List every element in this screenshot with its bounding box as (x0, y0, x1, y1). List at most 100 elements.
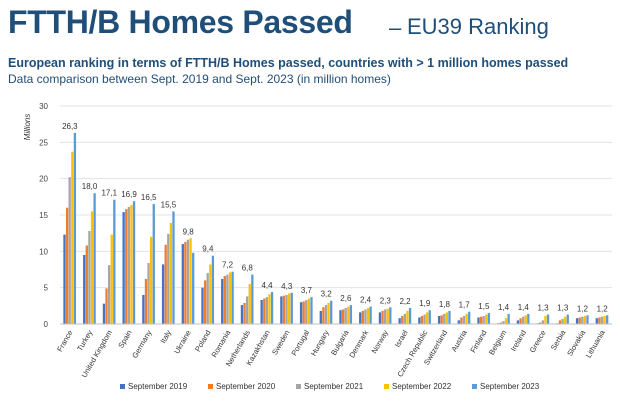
bar (381, 310, 384, 324)
legend-label: September 2022 (392, 382, 452, 391)
data-label: 15,5 (161, 200, 177, 209)
bar (324, 305, 328, 324)
data-label: 3,2 (321, 290, 333, 299)
bar (586, 315, 589, 324)
x-tick-label: Hungary (309, 328, 331, 357)
bar (448, 310, 451, 324)
bar (192, 252, 195, 324)
bar (88, 230, 91, 324)
bar (558, 320, 562, 324)
bar (150, 236, 153, 324)
bar (172, 211, 175, 324)
data-labels: 26,3 18,017,1 16,9 16,5 15,5 9,8 9,4 7,2 6,8 4,4 4… (62, 122, 608, 313)
y-tick-label: 25 (39, 138, 48, 147)
bar (305, 300, 308, 324)
bar (110, 234, 113, 324)
bar (231, 271, 234, 324)
legend-item: September 2022 (384, 382, 452, 391)
bar (361, 310, 364, 324)
bar (383, 309, 387, 324)
bar (330, 300, 333, 324)
bar (437, 316, 441, 324)
bar (260, 300, 263, 324)
data-label: 6,8 (242, 264, 254, 273)
bar (401, 316, 404, 324)
bar (418, 317, 421, 324)
bar (164, 244, 167, 324)
bar (65, 207, 69, 324)
bar (527, 313, 530, 324)
bar (460, 317, 463, 324)
legend-item: September 2021 (296, 382, 364, 391)
data-label: 16,9 (121, 190, 137, 199)
bar (600, 316, 604, 324)
bar (107, 265, 111, 324)
bar (85, 245, 88, 324)
bar (169, 222, 173, 324)
bar (364, 309, 367, 324)
y-tick-label: 5 (44, 284, 49, 293)
x-tick-label: Ireland (509, 329, 528, 353)
bar (406, 310, 409, 324)
x-tick-label: Finland (468, 329, 488, 355)
bar (521, 316, 525, 324)
legend-swatch (384, 384, 389, 389)
bar (322, 307, 325, 324)
data-label: 17,1 (101, 189, 117, 198)
bar (280, 296, 283, 324)
bar (288, 293, 291, 324)
data-label: 1,2 (597, 304, 609, 313)
bar (251, 274, 254, 324)
bar (71, 151, 74, 324)
bar (167, 233, 170, 324)
bar (389, 307, 392, 324)
bar (102, 303, 106, 324)
bar (603, 316, 606, 324)
bar (282, 295, 286, 324)
bar (606, 315, 609, 324)
bar (122, 212, 125, 324)
bar (443, 313, 446, 324)
bar (349, 305, 353, 324)
bar (524, 315, 527, 324)
data-label: 7,2 (222, 261, 234, 270)
legend-item: September 2023 (472, 382, 540, 391)
bar (347, 306, 350, 324)
legend-item: September 2020 (208, 382, 276, 391)
legend-label: September 2020 (216, 382, 276, 391)
bar (398, 318, 401, 324)
data-label: 1,5 (478, 302, 490, 311)
bar (263, 298, 266, 324)
bar (403, 313, 406, 324)
x-tick-label: Turkey (75, 328, 94, 352)
legend-swatch (472, 384, 477, 389)
data-label: 1,8 (439, 300, 451, 309)
legend-swatch (208, 384, 213, 389)
bar (477, 317, 480, 324)
bar (73, 132, 77, 324)
bar (307, 298, 311, 324)
x-tick-label: Lithuania (584, 328, 607, 360)
bar (428, 310, 431, 324)
bar (420, 316, 424, 324)
bar (485, 314, 488, 324)
data-label: 1,3 (557, 304, 569, 313)
bar (566, 314, 569, 324)
bar (423, 314, 426, 324)
y-axis-label: Millions (23, 114, 32, 141)
bar (457, 320, 460, 324)
bar (445, 312, 449, 324)
bar (83, 254, 86, 324)
y-tick-label: 15 (39, 211, 48, 220)
bar (290, 292, 293, 324)
bar (206, 273, 209, 324)
bar (209, 264, 212, 324)
x-tick-label: Sweden (270, 329, 291, 357)
x-tick-label: Israel (393, 328, 410, 349)
bar (516, 320, 520, 324)
bar (468, 311, 471, 324)
bar (578, 317, 581, 324)
bar (211, 255, 215, 324)
bar (68, 177, 71, 324)
